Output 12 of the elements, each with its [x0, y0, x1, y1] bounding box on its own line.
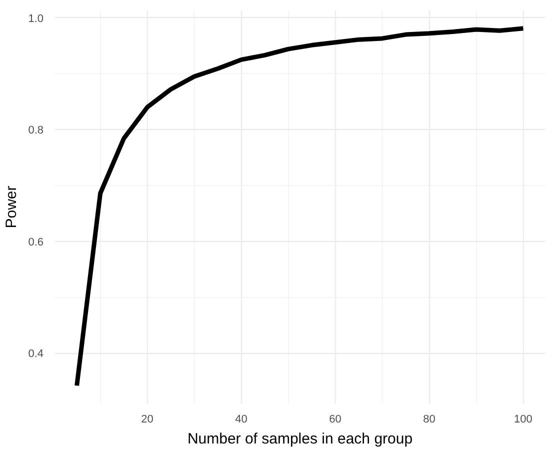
y-tick-label: 0.4 — [28, 348, 44, 360]
y-tick-label: 0.6 — [28, 236, 44, 248]
line-series — [74, 26, 526, 388]
x-tick-label: 40 — [235, 414, 248, 426]
y-tick-label: 0.8 — [28, 124, 44, 137]
y-tick-label: 1.0 — [28, 12, 44, 25]
x-tick-label: 60 — [329, 414, 342, 426]
y-axis-title: Power — [3, 186, 20, 228]
x-axis-title: Number of samples in each group — [187, 430, 413, 448]
x-tick-label: 20 — [141, 414, 154, 426]
x-tick-label: 100 — [514, 414, 532, 426]
x-tick-label: 80 — [423, 414, 436, 426]
